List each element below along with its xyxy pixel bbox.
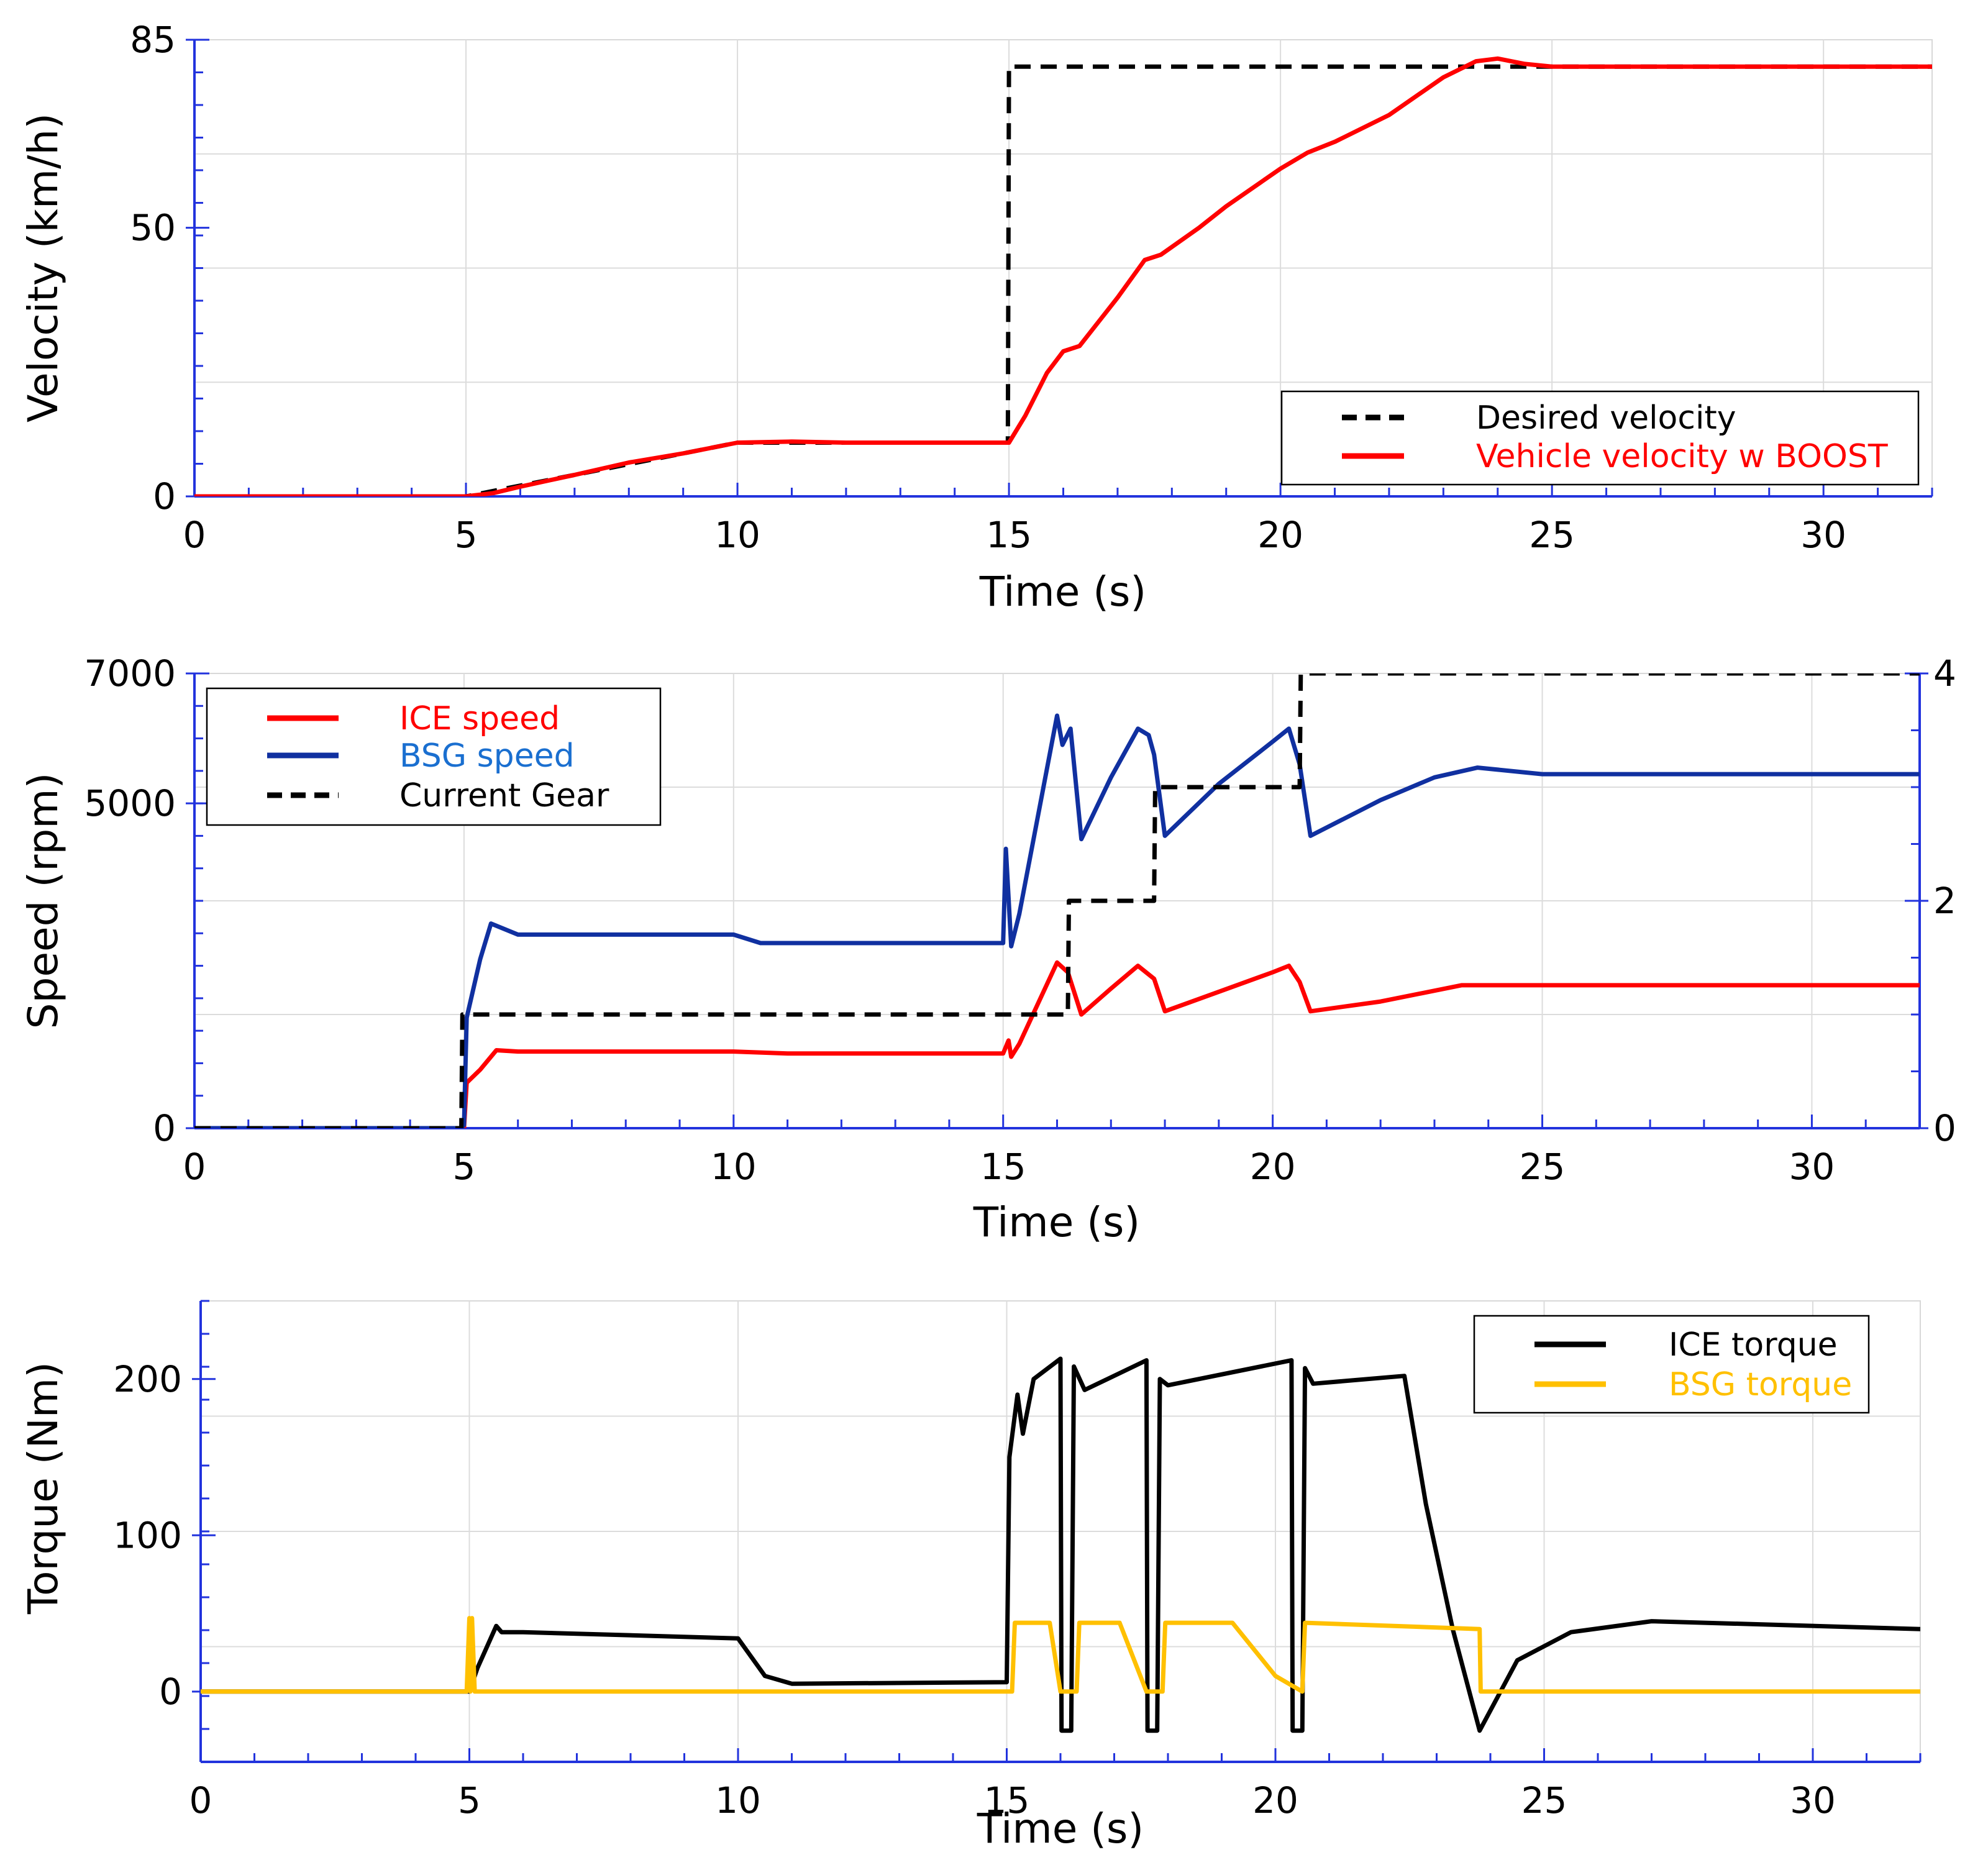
x-tick-label: 0 — [183, 514, 206, 556]
y-tick-label: 100 — [113, 1514, 182, 1556]
y-axis-label: Speed (rpm) — [19, 773, 67, 1029]
series-group — [194, 673, 1920, 1128]
legend: ICE torque BSG torque — [1473, 1315, 1870, 1414]
torque-chart: 0 5 10 15 20 25 30 0 100 200 Time (s) Torque (Nm)… — [19, 1300, 1922, 1853]
speed-chart: 0 5 10 15 20 25 30 0 5000 7000 0 2 4 Time (s) Speed … — [19, 652, 1956, 1246]
legend-box — [1473, 1315, 1870, 1414]
x-axis-label: Time (s) — [979, 568, 1146, 616]
y-tick-label: 0 — [153, 1107, 176, 1149]
legend: ICE speed BSG speed Current Gear — [206, 687, 662, 826]
y2-tick-label: 0 — [1933, 1107, 1956, 1149]
x-tick-label: 0 — [189, 1779, 212, 1822]
x-tick-label: 10 — [715, 1779, 761, 1822]
legend-label-ice-speed: ICE speed — [399, 700, 560, 737]
series-line-ice-torque — [201, 1356, 1920, 1733]
legend-label-ice-torque: ICE torque — [1669, 1326, 1838, 1364]
x-tick-label: 30 — [1800, 514, 1846, 556]
x-tick-label: 20 — [1252, 1779, 1298, 1822]
y-tick-label: 50 — [130, 207, 176, 249]
series-line-vehicle-velocity-w-boost — [194, 56, 1932, 496]
y2-tick-label: 4 — [1933, 652, 1956, 695]
x-tick-label: 15 — [986, 514, 1032, 556]
y-tick-label: 0 — [153, 475, 176, 518]
legend-label-bsg-torque: BSG torque — [1669, 1366, 1852, 1403]
legend-label-current-gear: Current Gear — [399, 777, 609, 814]
x-tick-label: 5 — [452, 1146, 475, 1188]
series-line-current-gear — [194, 673, 1920, 1128]
x-tick-label: 15 — [980, 1146, 1026, 1188]
series-group — [201, 1356, 1920, 1733]
y2-tick-label: 2 — [1933, 880, 1956, 922]
x-tick-label: 15 — [984, 1779, 1030, 1822]
ticks: 0 5 10 15 20 25 30 0 5000 7000 0 2 4 — [84, 652, 1956, 1188]
velocity-chart: 0 5 10 15 20 25 30 0 50 85 Time (s) Velocity (km/… — [19, 19, 1933, 616]
x-tick-label: 20 — [1250, 1146, 1296, 1188]
legend-label-bsg-speed: BSG speed — [399, 737, 575, 775]
y-axis-label: Torque (Nm) — [19, 1362, 67, 1615]
x-tick-label: 5 — [455, 514, 478, 556]
x-tick-label: 0 — [183, 1146, 206, 1188]
y-tick-label: 0 — [159, 1671, 182, 1713]
x-tick-label: 25 — [1521, 1779, 1567, 1822]
y-tick-label: 85 — [130, 19, 176, 61]
x-tick-label: 10 — [714, 514, 760, 556]
ticks: 0 5 10 15 20 25 30 0 100 200 — [113, 1300, 1922, 1822]
series-line-bsg-torque — [201, 1616, 1920, 1694]
ticks: 0 5 10 15 20 25 30 0 50 85 — [130, 19, 1933, 556]
y-tick-label: 7000 — [84, 652, 176, 695]
legend: Desired velocity Vehicle velocity w BOOS… — [1280, 390, 1920, 486]
series-line-bsg-speed — [194, 713, 1920, 1128]
x-tick-label: 10 — [711, 1146, 757, 1188]
x-tick-label: 25 — [1529, 514, 1575, 556]
x-axis-label: Time (s) — [973, 1198, 1140, 1246]
x-tick-label: 30 — [1789, 1146, 1835, 1188]
y-tick-label: 200 — [113, 1358, 182, 1400]
x-tick-label: 25 — [1520, 1146, 1566, 1188]
y-tick-label: 5000 — [84, 782, 176, 824]
legend-label-desired-velocity: Desired velocity — [1476, 399, 1736, 437]
series-group — [194, 56, 1932, 496]
y-axis-label: Velocity (km/h) — [19, 113, 67, 422]
x-tick-label: 5 — [458, 1779, 481, 1822]
legend-box — [1280, 390, 1920, 486]
x-axis-label: Time (s) — [977, 1805, 1144, 1853]
x-tick-label: 20 — [1257, 514, 1303, 556]
legend-label-vehicle-velocity: Vehicle velocity w BOOST — [1476, 438, 1888, 475]
x-tick-label: 30 — [1790, 1779, 1836, 1822]
